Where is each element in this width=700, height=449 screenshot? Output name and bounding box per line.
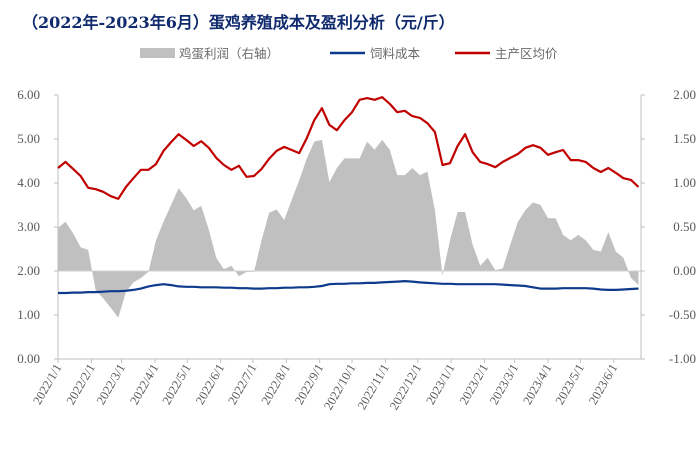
x-axis-tick-label: 2023/3/1	[487, 362, 521, 407]
left-axis-tick-label: 2.00	[17, 263, 40, 278]
x-axis-tick-label: 2023/6/1	[586, 362, 620, 407]
right-axis-tick-label: 1.50	[673, 131, 696, 146]
x-axis-tick-label: 2022/6/1	[193, 362, 227, 407]
legend-item-feed-cost[interactable]: 饲料成本	[330, 46, 421, 61]
left-axis-tick-label: 5.00	[17, 131, 40, 146]
chart-title: （2022年-2023年6月）蛋鸡养殖成本及盈利分析（元/斤）	[22, 13, 455, 32]
right-axis-tick-label: 1.00	[673, 175, 696, 190]
x-axis-tick-label: 2023/5/1	[553, 362, 587, 407]
legend-label-profit: 鸡蛋利润（右轴）	[179, 46, 279, 61]
left-axis-tick-label: 1.00	[17, 307, 40, 322]
x-axis-tick-label: 2022/5/1	[159, 362, 193, 407]
legend-label-feed-cost: 饲料成本	[370, 46, 421, 61]
legend-label-price: 主产区均价	[495, 46, 558, 61]
right-axis-tick-label: 0.50	[673, 219, 696, 234]
x-axis-tick-label: 2022/10/1	[321, 362, 358, 413]
x-axis-tick-label: 2022/12/1	[387, 362, 424, 413]
right-axis-tick-label: 0.00	[673, 263, 696, 278]
left-axis-tick-label: 4.00	[17, 175, 40, 190]
x-axis-tick-label: 2022/4/1	[127, 362, 161, 407]
right-axis-tick-label: -0.50	[669, 307, 696, 322]
right-axis-tick-label: 2.00	[673, 87, 696, 102]
legend-item-price[interactable]: 主产区均价	[455, 46, 558, 61]
left-axis-tick-label: 6.00	[17, 87, 40, 102]
x-axis-tick-label: 2022/8/1	[259, 362, 293, 407]
right-axis-tick-label: -1.00	[669, 351, 696, 366]
x-axis-tick-label: 2023/4/1	[520, 362, 554, 407]
left-axis-tick-label: 0.00	[17, 351, 40, 366]
price-line	[57, 96, 640, 200]
plot-area: 0.00 1.00 2.00 3.00 4.00 5.00 6.00 -1.00 -0.50 0.…	[17, 87, 696, 412]
x-axis-tick-label: 2022/3/1	[94, 362, 128, 407]
profit-area	[58, 139, 639, 318]
legend-item-profit[interactable]: 鸡蛋利润（右轴）	[140, 46, 279, 61]
x-axis-tick-label: 2023/1/1	[423, 362, 457, 407]
x-axis-tick-label: 2022/1/1	[30, 362, 64, 407]
x-axis-tick-label: 2022/9/1	[292, 362, 326, 407]
legend: 鸡蛋利润（右轴） 饲料成本 主产区均价	[140, 46, 558, 61]
legend-swatch-profit	[140, 48, 175, 58]
x-axis-tick-label: 2022/7/1	[225, 362, 259, 407]
left-axis-tick-label: 3.00	[17, 219, 40, 234]
feed-cost-line	[58, 280, 639, 295]
